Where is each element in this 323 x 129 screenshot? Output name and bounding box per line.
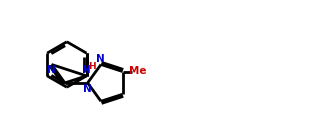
Text: N: N	[83, 84, 91, 94]
Text: N: N	[96, 54, 105, 64]
Text: N: N	[47, 65, 56, 75]
Text: H: H	[89, 62, 96, 71]
Text: Me: Me	[129, 66, 146, 76]
Text: N: N	[82, 66, 91, 75]
